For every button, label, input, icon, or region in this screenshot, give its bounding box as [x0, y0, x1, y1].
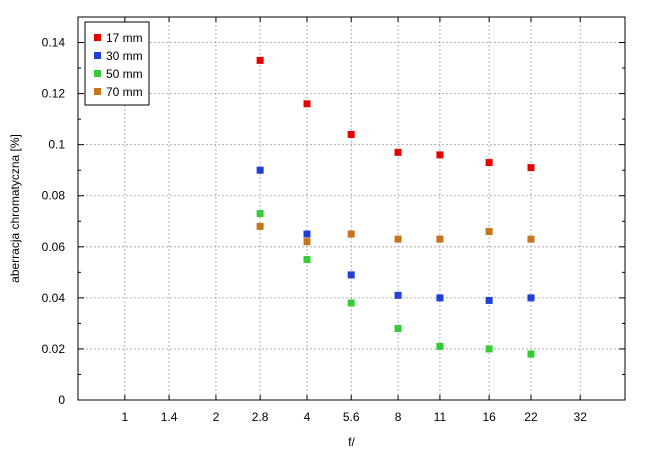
legend-swatch [94, 70, 101, 77]
data-point [303, 256, 311, 264]
x-tick-labels: 1 1.4 2 2.8 4 5.6 8 11 16 22 32 [122, 410, 588, 424]
x-tick-label: 22 [524, 410, 538, 424]
legend-swatch [94, 34, 101, 41]
data-point [303, 230, 311, 238]
legend-label: 50 mm [106, 67, 143, 81]
series-17-mm [256, 56, 535, 172]
y-tick-label: 0.1 [48, 138, 65, 152]
data-point [347, 130, 355, 138]
legend-swatch [94, 88, 101, 95]
data-point [436, 151, 444, 159]
data-point [256, 56, 264, 64]
x-axis-title: f/ [348, 435, 355, 449]
data-point [394, 325, 402, 333]
data-point [303, 238, 311, 246]
legend-label: 30 mm [106, 49, 143, 63]
data-point [256, 166, 264, 174]
y-tick-label: 0.12 [42, 87, 66, 101]
data-point [527, 235, 535, 243]
y-tick-labels: 0 0.02 0.04 0.06 0.08 0.1 0.12 0.14 [42, 36, 66, 407]
series-30-mm [256, 166, 535, 304]
data-point [527, 350, 535, 358]
data-point [527, 164, 535, 172]
data-point [256, 222, 264, 230]
x-tick-label: 32 [574, 410, 588, 424]
data-point [347, 299, 355, 307]
x-tick-label: 16 [482, 410, 496, 424]
data-point [394, 291, 402, 299]
x-tick-label: 1 [122, 410, 129, 424]
legend-label: 70 mm [106, 85, 143, 99]
x-tick-label: 5.6 [343, 410, 360, 424]
y-tick-label: 0.04 [42, 291, 66, 305]
axis-ticks [78, 17, 625, 401]
data-point [485, 227, 493, 235]
data-point [347, 271, 355, 279]
series-70-mm [256, 222, 535, 246]
data-point [303, 100, 311, 108]
data-point [394, 148, 402, 156]
y-tick-label: 0 [58, 393, 65, 407]
data-point [485, 296, 493, 304]
x-tick-label: 4 [304, 410, 311, 424]
data-point [527, 294, 535, 302]
y-tick-label: 0.06 [42, 240, 66, 254]
x-tick-label: 2.8 [252, 410, 269, 424]
grid [78, 17, 625, 400]
data-point [394, 235, 402, 243]
markers [256, 56, 535, 358]
y-tick-label: 0.14 [42, 36, 66, 50]
legend-swatch [94, 52, 101, 59]
data-point [485, 159, 493, 167]
legend-label: 17 mm [106, 31, 143, 45]
data-point [436, 342, 444, 350]
x-tick-label: 11 [434, 410, 447, 424]
y-tick-label: 0.08 [42, 189, 66, 203]
data-point [436, 294, 444, 302]
series-50-mm [256, 210, 535, 358]
data-point [485, 345, 493, 353]
y-axis-title: aberracja chromatyczna [%] [8, 134, 22, 283]
x-tick-label: 1.4 [161, 410, 178, 424]
legend: 17 mm 30 mm 50 mm 70 mm [84, 21, 150, 106]
x-tick-label: 2 [213, 410, 220, 424]
y-tick-label: 0.02 [42, 342, 66, 356]
x-tick-label: 8 [395, 410, 402, 424]
data-point [436, 235, 444, 243]
data-point [347, 230, 355, 238]
data-point [256, 210, 264, 218]
